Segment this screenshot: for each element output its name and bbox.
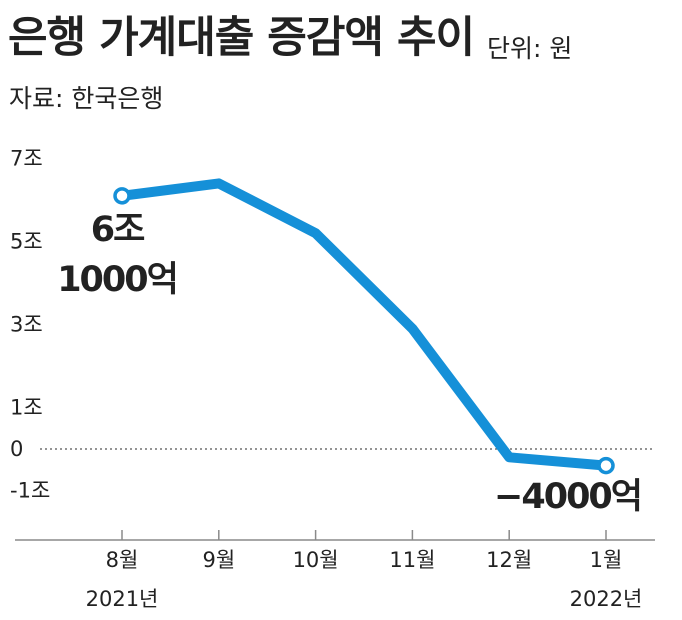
data-point — [311, 229, 320, 238]
x-tick-label: 9월 — [202, 548, 235, 572]
data-point — [214, 179, 223, 188]
y-tick-label: 3조 — [10, 313, 43, 337]
y-tick-label: 0 — [10, 437, 23, 461]
y-tick-label: 1조 — [10, 396, 43, 420]
x-tick-label: 1월 — [590, 548, 623, 572]
data-label-first-line1: 6조 — [91, 210, 145, 250]
highlighted-data-point — [113, 187, 131, 205]
data-point — [408, 324, 417, 333]
y-tick-label: -1조 — [10, 479, 50, 503]
x-tick-label: 11월 — [389, 548, 435, 572]
x-year-label: 2021년 — [86, 587, 159, 611]
y-tick-label: 5조 — [10, 230, 43, 254]
data-point — [505, 453, 514, 462]
y-tick-label: 7조 — [10, 147, 43, 171]
highlighted-data-point — [597, 456, 615, 475]
chart-title: 은행 가계대출 증감액 추이 — [8, 13, 475, 63]
series-line — [121, 178, 607, 471]
x-tick-label: 10월 — [293, 548, 339, 572]
x-tick-label: 12월 — [486, 548, 532, 572]
x-year-label: 2022년 — [570, 587, 643, 611]
data-label-last: −4000억 — [494, 477, 641, 517]
source-label: 자료: 한국은행 — [9, 84, 164, 113]
data-label-first-line2: 1000억 — [57, 260, 177, 300]
x-tick-label: 8월 — [106, 548, 139, 572]
unit-label: 단위: 원 — [487, 34, 573, 63]
